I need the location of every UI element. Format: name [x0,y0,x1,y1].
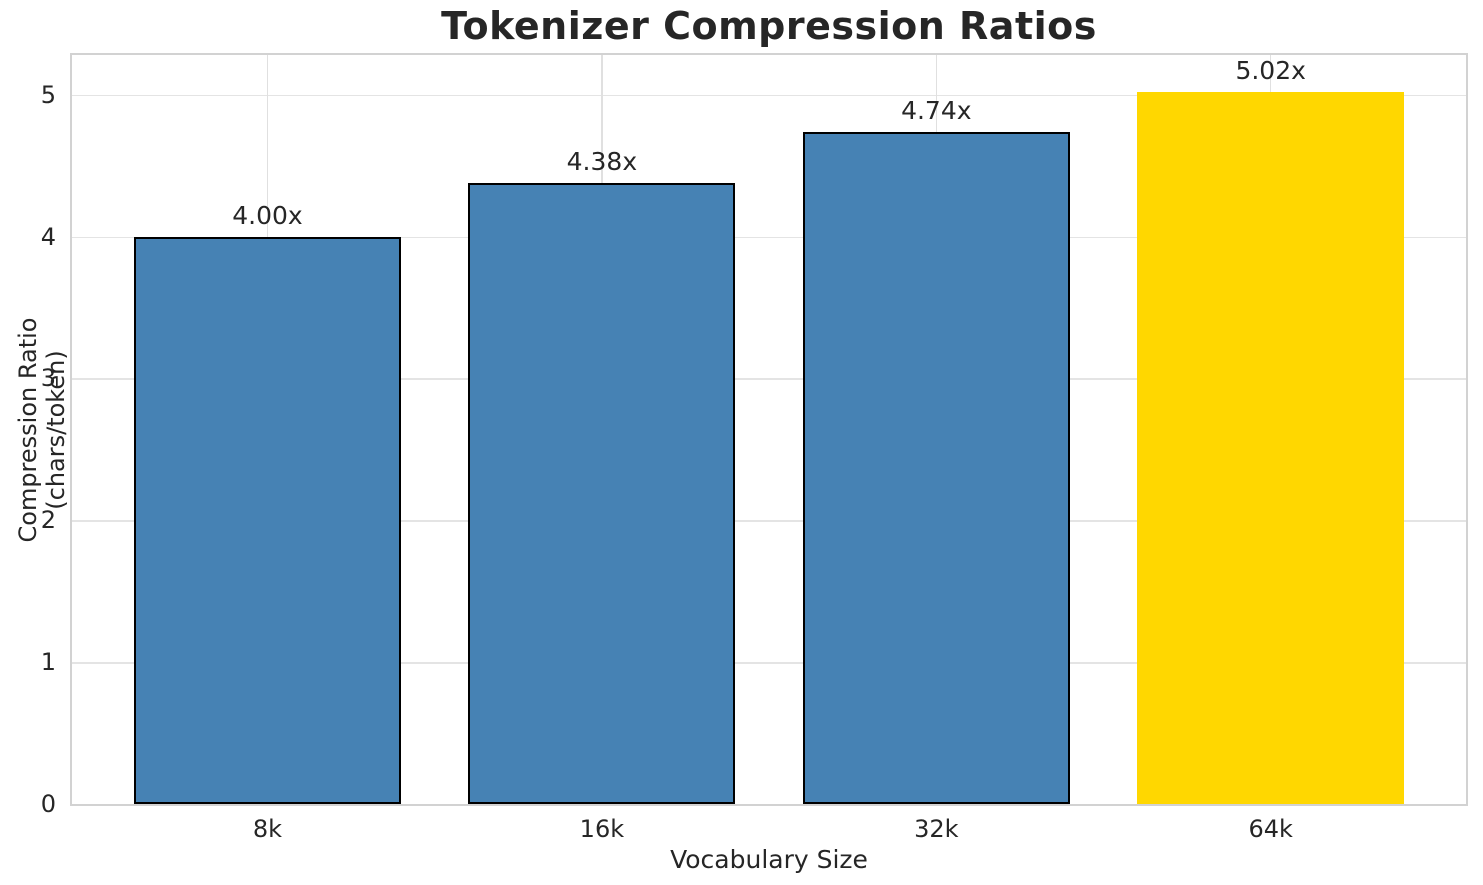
y-tick-label: 2 [40,506,56,535]
bar-8k [134,236,401,804]
bar-value-label: 4.74x [901,95,972,125]
y-gridline [72,378,1466,380]
y-tick-label: 0 [40,790,56,818]
x-tick-label: 8k [252,815,283,843]
y-gridline [72,520,1466,522]
y-gridline [72,94,1466,97]
bar-value-label: 4.38x [566,146,638,176]
chart-title: Tokenizer Compression Ratios [441,4,1097,48]
bar-16k [468,182,736,804]
y-gridline [72,236,1466,239]
x-tick-label: 16k [579,815,625,843]
y-axis-label: Compression Ratio (chars/token) [14,317,70,543]
x-axis-label: Vocabulary Size [670,845,868,874]
bar-value-label: 4.00x [232,200,303,230]
y-tick-label: 1 [40,648,56,677]
y-tick-label: 3 [40,364,56,393]
bar-32k [802,131,1070,804]
y-tick-label: 4 [40,222,56,251]
x-tick-label: 64k [1248,815,1293,843]
y-tick-label: 5 [40,80,56,109]
bar-value-label: 5.02x [1235,55,1306,85]
y-gridline [72,662,1466,664]
plot-area: 4.00x 4.38x 4.74x 5.02x [70,53,1468,806]
bar-64k [1137,91,1405,804]
x-tick-label: 32k [914,815,959,843]
